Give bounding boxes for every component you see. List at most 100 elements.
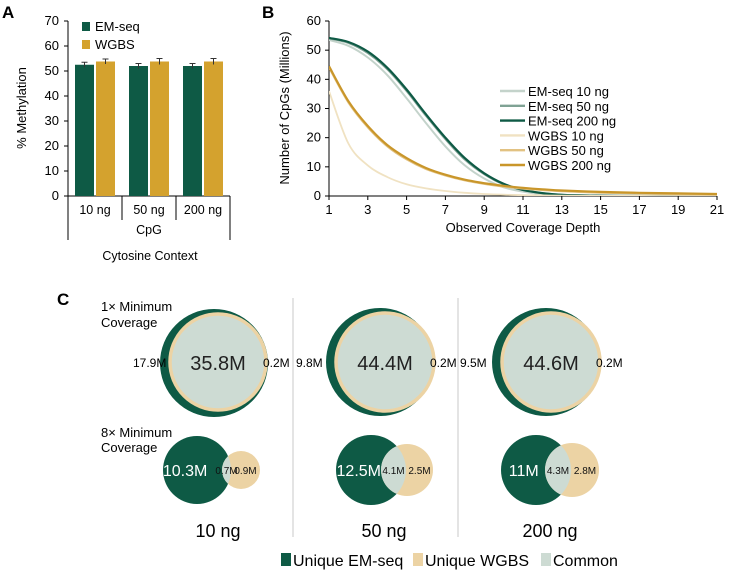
y-tick-label: 30 [45, 113, 59, 128]
x-tick-label: 11 [516, 202, 530, 217]
legend-label: WGBS 10 ng [528, 128, 604, 143]
legend-label: EM-seq 50 ng [528, 99, 609, 114]
y-tick-label: 50 [307, 42, 321, 57]
x-tick-label: 15 [593, 202, 607, 217]
legend-swatch [82, 22, 90, 31]
row-label: Coverage [101, 315, 157, 330]
series-line-wgbs-10-ng [329, 90, 717, 196]
bar-wgbs [96, 61, 115, 196]
legend-label: Unique WGBS [425, 553, 529, 570]
y-tick-label: 60 [45, 38, 59, 53]
series-line-wgbs-50-ng [329, 67, 717, 196]
venn-unique-wgbs-count: 0.9M [234, 466, 256, 477]
venn-unique-wgbs-count: 0.2M [263, 356, 290, 370]
y-axis-title: % Methylation [14, 67, 29, 149]
bar-wgbs [204, 61, 223, 196]
legend-label: WGBS [95, 37, 135, 52]
y-tick-label: 20 [307, 130, 321, 145]
x-axis-title: Cytosine Context [102, 249, 198, 263]
y-tick-label: 10 [307, 159, 321, 174]
y-tick-label: 30 [307, 101, 321, 116]
legend-label: EM-seq 200 ng [528, 114, 616, 129]
venn-column-title: 10 ng [195, 521, 240, 541]
panel-a-label: A [2, 3, 14, 22]
x-axis-title: Observed Coverage Depth [446, 220, 601, 235]
venn-unique-em-count: 9.8M [296, 356, 323, 370]
venn-circle-wgbs-common [334, 311, 436, 413]
legend-label: WGBS 50 ng [528, 143, 604, 158]
legend-label: EM-seq 10 ng [528, 84, 609, 99]
legend-swatch [281, 553, 291, 566]
bar-em-seq [129, 66, 148, 196]
legend-swatch [413, 553, 423, 566]
x-category-label: 50 ng [133, 203, 164, 217]
legend-label: Common [553, 553, 618, 570]
venn-column-title: 200 ng [522, 521, 577, 541]
venn-circle-wgbs [222, 451, 260, 489]
y-tick-label: 0 [52, 188, 59, 203]
bar-em-seq [183, 66, 202, 196]
x-tick-label: 13 [555, 202, 569, 217]
venn-unique-em-count: 10.3M [163, 463, 207, 480]
x-tick-label: 7 [442, 202, 449, 217]
legend-label: WGBS 200 ng [528, 158, 611, 173]
y-axis-title: Number of CpGs (Millions) [277, 31, 292, 184]
series-line-em-seq-10-ng [329, 39, 717, 196]
bar-wgbs [150, 61, 169, 196]
venn-circle-wgbs-common [168, 312, 268, 412]
y-tick-label: 0 [314, 188, 321, 203]
panel-a-bar-chart: 0 10 20 30 40 50 60 70 % Methylation 10 ng 50 ng 20… [14, 13, 231, 263]
venn-common-count: 0.7M [215, 466, 237, 477]
y-tick-label: 60 [307, 13, 321, 28]
series-line-em-seq-50-ng [329, 37, 717, 196]
venn-common-count: 44.4M [357, 353, 413, 375]
row-label: 1× Minimum [101, 299, 172, 314]
series-line-em-seq-200-ng [329, 36, 717, 196]
legend-swatch [541, 553, 551, 566]
venn-common-count: 4.3M [547, 466, 569, 477]
x-tick-label: 19 [671, 202, 685, 217]
venn-common-count: 44.6M [523, 353, 579, 375]
x-tick-label: 9 [481, 202, 488, 217]
series-lines [329, 36, 717, 196]
x-group-label: CpG [136, 223, 162, 237]
venn-unique-em-count: 9.5M [460, 356, 487, 370]
legend-label: EM-seq [95, 19, 140, 34]
x-tick-label: 5 [403, 202, 410, 217]
venn-overlap-common [381, 444, 406, 496]
panel-c-label: C [57, 290, 69, 309]
venn-circle-em-seq [163, 436, 231, 504]
venn-circle-wgbs-common [500, 311, 602, 413]
venn-unique-em-count: 11M [509, 463, 539, 480]
venn-unique-em-count: 12.5M [337, 463, 381, 480]
x-tick-label: 1 [325, 202, 332, 217]
venn-unique-wgbs-count: 2.8M [574, 466, 596, 477]
x-tick-label: 17 [632, 202, 646, 217]
y-tick-label: 10 [45, 163, 59, 178]
x-tick-label: 21 [710, 202, 724, 217]
venn-unique-wgbs-count: 0.2M [430, 356, 457, 370]
y-tick-label: 20 [45, 138, 59, 153]
venn-unique-em-count: 17.9M [133, 356, 166, 370]
y-tick-label: 40 [307, 71, 321, 86]
venn-overlap-common [545, 443, 571, 497]
row-label: 8× Minimum [101, 425, 172, 440]
venn-common-count: 4.1M [382, 466, 404, 477]
venn-column-title: 50 ng [361, 521, 406, 541]
legend-label: Unique EM-seq [293, 553, 403, 570]
y-tick-label: 70 [45, 13, 59, 28]
venn-common-count: 35.8M [190, 353, 246, 375]
y-tick-label: 50 [45, 63, 59, 78]
venn-unique-wgbs-count: 2.5M [408, 466, 430, 477]
row-label: Coverage [101, 440, 157, 455]
venn-unique-wgbs-count: 0.2M [596, 356, 623, 370]
y-tick-label: 40 [45, 88, 59, 103]
panel-b-label: B [262, 3, 274, 22]
x-category-label: 200 ng [184, 203, 222, 217]
bar-em-seq [75, 64, 94, 196]
x-category-label: 10 ng [79, 203, 110, 217]
x-tick-label: 3 [364, 202, 371, 217]
